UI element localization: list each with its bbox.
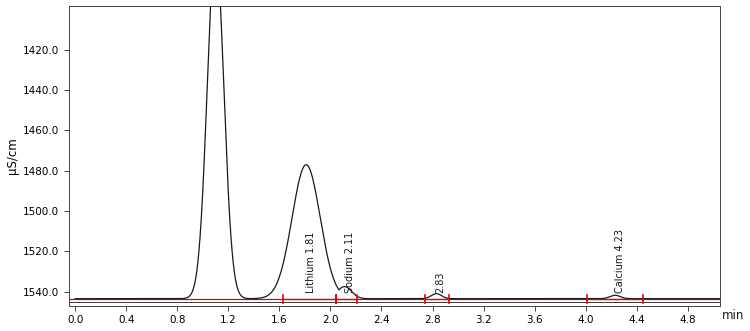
Text: Sodium 2.11: Sodium 2.11 xyxy=(344,231,355,293)
Text: 2.83: 2.83 xyxy=(435,271,445,293)
Text: Calcium 4.23: Calcium 4.23 xyxy=(615,229,626,293)
Text: min: min xyxy=(722,309,745,322)
Y-axis label: μS/cm: μS/cm xyxy=(5,137,19,174)
Text: Lithium 1.81: Lithium 1.81 xyxy=(306,231,316,293)
